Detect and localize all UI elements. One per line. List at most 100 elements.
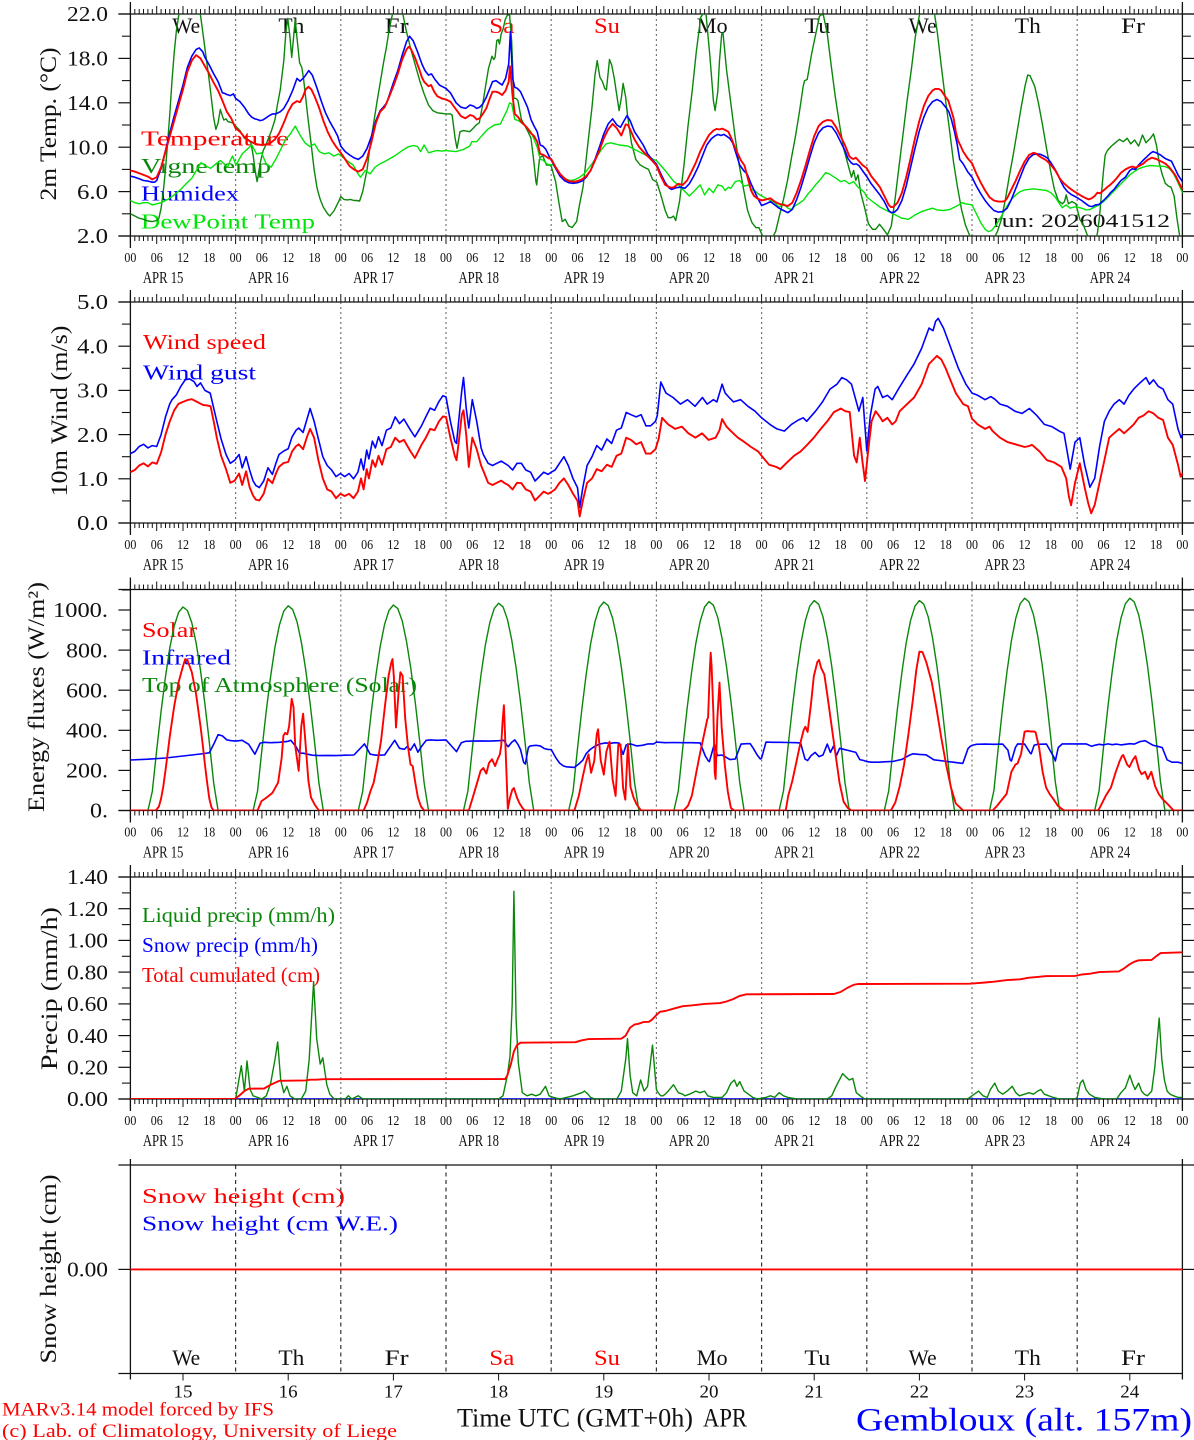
svg-text:Wind gust: Wind gust [143, 361, 256, 385]
svg-text:18: 18 [519, 537, 531, 552]
svg-text:06: 06 [361, 1113, 373, 1128]
svg-text:12: 12 [282, 250, 294, 265]
svg-text:Su: Su [594, 1345, 620, 1370]
svg-text:18: 18 [519, 1113, 531, 1128]
svg-text:00: 00 [861, 250, 873, 265]
svg-text:APR 18: APR 18 [459, 843, 500, 862]
svg-text:APR 20: APR 20 [669, 1131, 710, 1150]
svg-text:Precip (mm/h): Precip (mm/h) [37, 907, 62, 1070]
svg-text:APR 22: APR 22 [879, 268, 920, 287]
svg-text:12: 12 [1124, 250, 1136, 265]
svg-text:APR 16: APR 16 [248, 268, 289, 287]
svg-text:12: 12 [493, 537, 505, 552]
svg-text:12: 12 [282, 1113, 294, 1128]
svg-text:12: 12 [913, 250, 925, 265]
svg-text:06: 06 [572, 250, 584, 265]
svg-text:18: 18 [414, 1113, 426, 1128]
svg-text:12: 12 [703, 824, 715, 839]
svg-text:00: 00 [230, 1113, 242, 1128]
svg-text:10.0: 10.0 [67, 135, 108, 159]
svg-text:18: 18 [203, 824, 215, 839]
svg-text:00: 00 [966, 250, 978, 265]
svg-text:18: 18 [1150, 537, 1162, 552]
svg-text:800.: 800. [66, 638, 108, 662]
svg-text:APR 16: APR 16 [248, 555, 289, 574]
svg-text:12: 12 [598, 537, 610, 552]
svg-text:12: 12 [177, 250, 189, 265]
svg-text:APR 15: APR 15 [143, 555, 184, 574]
svg-text:18: 18 [309, 537, 321, 552]
svg-text:00: 00 [545, 824, 557, 839]
svg-text:Su: Su [594, 13, 620, 38]
svg-text:06: 06 [677, 537, 689, 552]
svg-text:12: 12 [808, 1113, 820, 1128]
svg-text:APR 15: APR 15 [143, 268, 184, 287]
svg-text:06: 06 [466, 537, 478, 552]
svg-text:18.0: 18.0 [67, 47, 108, 71]
svg-text:18: 18 [835, 250, 847, 265]
svg-text:12: 12 [282, 537, 294, 552]
svg-text:18: 18 [729, 537, 741, 552]
svg-text:18: 18 [489, 1382, 508, 1402]
svg-text:18: 18 [835, 824, 847, 839]
svg-text:00: 00 [440, 537, 452, 552]
svg-text:Snow height (cm): Snow height (cm) [142, 1184, 345, 1208]
svg-text:06: 06 [151, 824, 163, 839]
svg-text:06: 06 [992, 824, 1004, 839]
svg-text:16: 16 [279, 1382, 298, 1402]
svg-text:18: 18 [1045, 824, 1057, 839]
svg-text:APR 23: APR 23 [985, 268, 1026, 287]
svg-text:06: 06 [572, 824, 584, 839]
svg-text:06: 06 [677, 824, 689, 839]
svg-text:00: 00 [1071, 824, 1083, 839]
svg-text:Th: Th [278, 1345, 304, 1370]
svg-text:APR 20: APR 20 [669, 555, 710, 574]
svg-text:06: 06 [361, 250, 373, 265]
svg-text:Fr: Fr [1121, 1345, 1146, 1370]
svg-text:Gembloux (alt. 157m): Gembloux (alt. 157m) [856, 1403, 1192, 1439]
svg-text:Wind speed: Wind speed [143, 330, 267, 354]
svg-text:00: 00 [650, 537, 662, 552]
svg-text:00: 00 [1071, 1113, 1083, 1128]
svg-text:06: 06 [572, 1113, 584, 1128]
svg-text:00: 00 [335, 250, 347, 265]
svg-text:06: 06 [782, 250, 794, 265]
svg-text:Snow height (cm): Snow height (cm) [36, 1175, 61, 1364]
svg-text:Solar: Solar [142, 618, 197, 642]
svg-text:06: 06 [256, 1113, 268, 1128]
svg-text:00: 00 [230, 250, 242, 265]
svg-text:200.: 200. [66, 759, 108, 783]
svg-text:18: 18 [835, 1113, 847, 1128]
svg-text:12: 12 [808, 250, 820, 265]
svg-text:18: 18 [729, 1113, 741, 1128]
svg-text:0.: 0. [90, 799, 108, 823]
svg-text:12: 12 [808, 824, 820, 839]
svg-text:APR 24: APR 24 [1090, 555, 1131, 574]
svg-text:0.00: 0.00 [67, 1258, 108, 1282]
svg-text:18: 18 [940, 537, 952, 552]
svg-text:APR 17: APR 17 [353, 555, 394, 574]
svg-text:17: 17 [384, 1382, 403, 1402]
svg-text:18: 18 [203, 1113, 215, 1128]
svg-text:Mo: Mo [697, 1345, 728, 1370]
svg-text:06: 06 [361, 824, 373, 839]
svg-text:We: We [909, 1345, 937, 1370]
svg-text:18: 18 [1045, 250, 1057, 265]
svg-text:06: 06 [1098, 537, 1110, 552]
svg-text:00: 00 [1176, 537, 1188, 552]
svg-text:(c) Lab. of Climatology, Unive: (c) Lab. of Climatology, University of L… [2, 1421, 397, 1440]
svg-text:12: 12 [387, 1113, 399, 1128]
svg-text:06: 06 [151, 537, 163, 552]
svg-text:00: 00 [966, 537, 978, 552]
svg-text:Energy fluxes (W/m²): Energy fluxes (W/m²) [24, 582, 49, 812]
svg-text:APR 21: APR 21 [774, 268, 815, 287]
svg-text:00: 00 [650, 824, 662, 839]
svg-text:We: We [172, 1345, 200, 1370]
svg-text:00: 00 [230, 824, 242, 839]
svg-text:00: 00 [1176, 1113, 1188, 1128]
svg-text:22.0: 22.0 [67, 2, 108, 26]
svg-text:00: 00 [756, 537, 768, 552]
svg-text:12: 12 [1019, 824, 1031, 839]
svg-text:APR 21: APR 21 [774, 843, 815, 862]
svg-text:06: 06 [466, 1113, 478, 1128]
